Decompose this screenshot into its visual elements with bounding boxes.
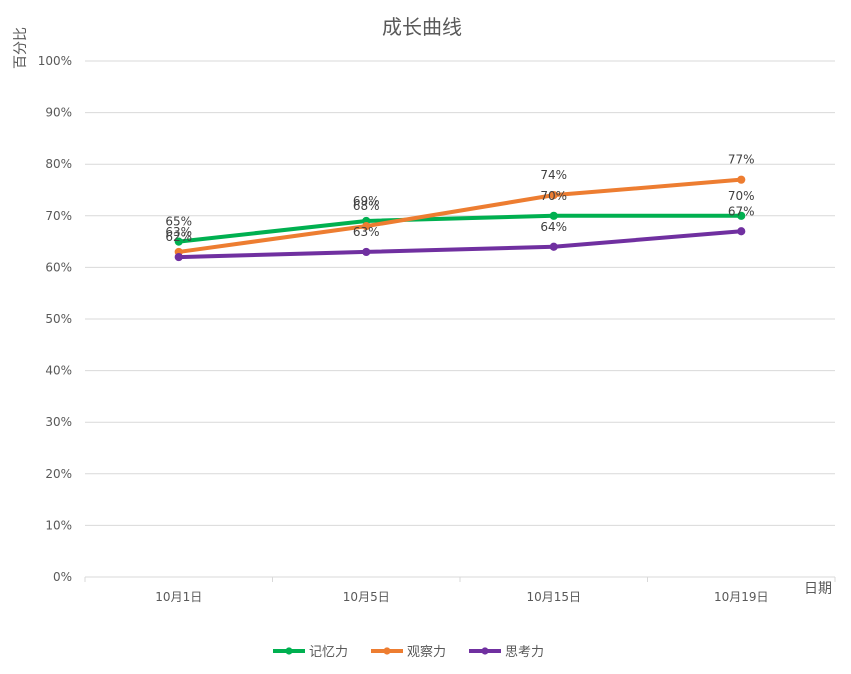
chart-title: 成长曲线 (382, 15, 462, 39)
data-point (174, 237, 183, 246)
data-point (549, 211, 558, 220)
data-label: 63% (165, 225, 192, 239)
x-tick-label: 10月1日 (155, 590, 202, 604)
legend-label: 观察力 (407, 645, 446, 660)
data-label: 67% (728, 204, 755, 218)
legend-item[interactable]: 思考力 (469, 645, 544, 660)
legend-item[interactable]: 记忆力 (273, 644, 348, 660)
legend-marker (383, 647, 391, 655)
data-label: 70% (728, 189, 755, 203)
y-tick-label: 90% (45, 106, 72, 120)
y-tick-label: 60% (45, 260, 72, 274)
y-tick-label: 100% (38, 54, 72, 68)
gridlines (85, 60, 835, 526)
y-axis-label: 百分比 (13, 27, 29, 69)
data-label: 65% (165, 215, 192, 229)
data-point (174, 252, 183, 262)
data-labels: 65%69% 70% 70%63%68%74%77%62% 63% 64%67% (165, 153, 754, 244)
y-tick-label: 20% (45, 467, 72, 481)
axes: 0% 10% 20% 30% 40% 50% 60% 70% 80% 90% 100% 10月1日 10… (38, 54, 836, 604)
y-tick-label: 80% (45, 157, 72, 171)
legend-label: 思考力 (505, 645, 544, 660)
data-label: 69% (353, 194, 380, 208)
data-point (549, 242, 558, 251)
y-tick-label: 70% (45, 209, 72, 223)
y-tick-label: 50% (45, 312, 72, 326)
series-line (176, 213, 744, 244)
y-tick-label: 30% (45, 415, 72, 429)
data-label: 70% (540, 189, 567, 203)
y-tick-label: 0% (53, 570, 72, 584)
data-label: 74% (540, 168, 567, 182)
data-point (737, 211, 746, 220)
data-point (737, 227, 746, 236)
legend-item[interactable]: 观察力 (371, 645, 446, 660)
data-point (362, 222, 371, 231)
series-line (176, 229, 744, 260)
data-label: 64% (540, 220, 567, 234)
y-tick-label: 40% (45, 364, 72, 378)
x-tick-label: 10月15日 (526, 590, 581, 604)
series-line (176, 177, 744, 254)
data-label: 68% (353, 199, 380, 213)
series-group (174, 175, 746, 262)
x-tick-label: 10月5日 (343, 590, 390, 604)
data-point (737, 175, 746, 184)
data-label: 63% (353, 225, 380, 239)
data-label: 77% (728, 153, 755, 167)
legend-marker (285, 647, 293, 655)
data-point (362, 247, 371, 257)
data-label: 62% (165, 230, 192, 244)
x-axis-label: 日期 (804, 581, 832, 597)
legend-label: 记忆力 (309, 644, 348, 660)
legend-marker (481, 647, 489, 655)
x-tick-label: 10月19日 (714, 590, 769, 604)
y-tick-label: 10% (45, 518, 72, 532)
legend[interactable]: 记忆力 观察力 思考力 (273, 644, 544, 660)
data-point (549, 191, 558, 200)
